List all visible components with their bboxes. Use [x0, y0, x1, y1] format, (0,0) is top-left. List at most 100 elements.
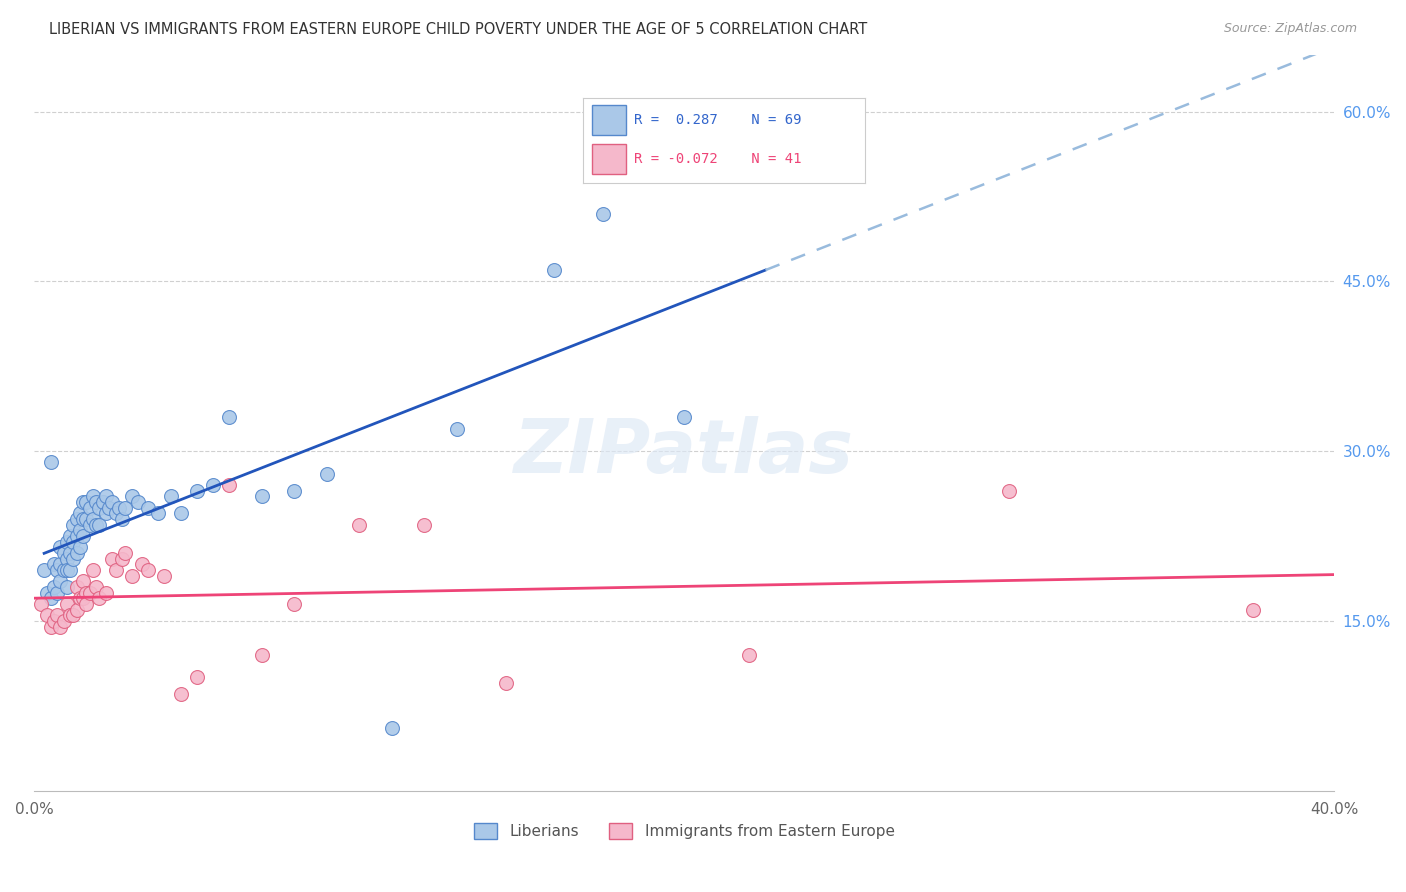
Point — [127, 495, 149, 509]
Point — [56, 551, 79, 566]
Text: R =  0.287    N = 69: R = 0.287 N = 69 — [634, 113, 801, 128]
Point — [69, 507, 91, 521]
Point — [65, 580, 87, 594]
Point — [59, 546, 82, 560]
Point — [754, 155, 776, 169]
Point — [69, 541, 91, 555]
Point — [89, 500, 111, 515]
Point — [111, 551, 134, 566]
Bar — [592, 144, 626, 175]
Point — [673, 410, 696, 425]
Point — [82, 512, 104, 526]
Point — [32, 563, 55, 577]
Point — [169, 507, 191, 521]
Point — [101, 495, 124, 509]
Point — [72, 574, 94, 589]
Point — [153, 568, 176, 582]
Point — [59, 529, 82, 543]
Point — [56, 534, 79, 549]
Point — [39, 591, 62, 606]
Point — [49, 558, 72, 572]
Legend: Liberians, Immigrants from Eastern Europe: Liberians, Immigrants from Eastern Europ… — [468, 817, 901, 846]
Point — [349, 517, 371, 532]
Text: LIBERIAN VS IMMIGRANTS FROM EASTERN EUROPE CHILD POVERTY UNDER THE AGE OF 5 CORR: LIBERIAN VS IMMIGRANTS FROM EASTERN EURO… — [49, 22, 868, 37]
Text: ZIPatlas: ZIPatlas — [515, 416, 855, 489]
Point — [37, 608, 59, 623]
Point — [381, 722, 404, 736]
Point — [75, 512, 97, 526]
Point — [104, 563, 127, 577]
Point — [84, 580, 107, 594]
Point — [69, 591, 91, 606]
Point — [84, 495, 107, 509]
Point — [65, 512, 87, 526]
Point — [62, 551, 84, 566]
Point — [72, 529, 94, 543]
Point — [72, 512, 94, 526]
Point — [218, 478, 240, 492]
Point — [94, 507, 117, 521]
Point — [1241, 602, 1264, 616]
Point — [121, 568, 143, 582]
Point — [65, 602, 87, 616]
Point — [49, 541, 72, 555]
Point — [94, 490, 117, 504]
Point — [131, 558, 153, 572]
Point — [59, 563, 82, 577]
Point — [250, 490, 273, 504]
Point — [160, 490, 183, 504]
Point — [136, 563, 159, 577]
Point — [56, 597, 79, 611]
Point — [49, 574, 72, 589]
Point — [108, 500, 131, 515]
Point — [46, 608, 69, 623]
Point — [49, 619, 72, 633]
Point — [283, 483, 305, 498]
Point — [446, 421, 468, 435]
Point — [94, 585, 117, 599]
Point — [104, 507, 127, 521]
Text: R = -0.072    N = 41: R = -0.072 N = 41 — [634, 153, 801, 166]
Point — [42, 580, 65, 594]
Point — [62, 517, 84, 532]
Point — [250, 648, 273, 662]
Point — [56, 580, 79, 594]
Point — [495, 676, 517, 690]
Point — [98, 500, 121, 515]
Point — [315, 467, 337, 481]
Point — [69, 524, 91, 538]
Point — [59, 608, 82, 623]
Point — [52, 546, 75, 560]
Point — [84, 517, 107, 532]
Point — [218, 410, 240, 425]
Point — [111, 512, 134, 526]
Point — [146, 507, 169, 521]
Point — [30, 597, 52, 611]
Point — [65, 529, 87, 543]
Point — [169, 687, 191, 701]
Point — [114, 546, 136, 560]
Point — [592, 206, 614, 220]
Point — [114, 500, 136, 515]
Point — [39, 455, 62, 469]
Point — [543, 263, 565, 277]
Point — [89, 517, 111, 532]
Point — [89, 591, 111, 606]
Point — [75, 597, 97, 611]
Bar — [592, 105, 626, 136]
Point — [738, 648, 761, 662]
Point — [82, 563, 104, 577]
Point — [186, 483, 208, 498]
Point — [65, 546, 87, 560]
Point — [121, 490, 143, 504]
Point — [72, 495, 94, 509]
Point — [202, 478, 225, 492]
Point — [46, 563, 69, 577]
Text: Source: ZipAtlas.com: Source: ZipAtlas.com — [1223, 22, 1357, 36]
Point — [62, 608, 84, 623]
Point — [39, 619, 62, 633]
Point — [75, 495, 97, 509]
Point — [72, 591, 94, 606]
Point — [101, 551, 124, 566]
Point — [79, 517, 101, 532]
